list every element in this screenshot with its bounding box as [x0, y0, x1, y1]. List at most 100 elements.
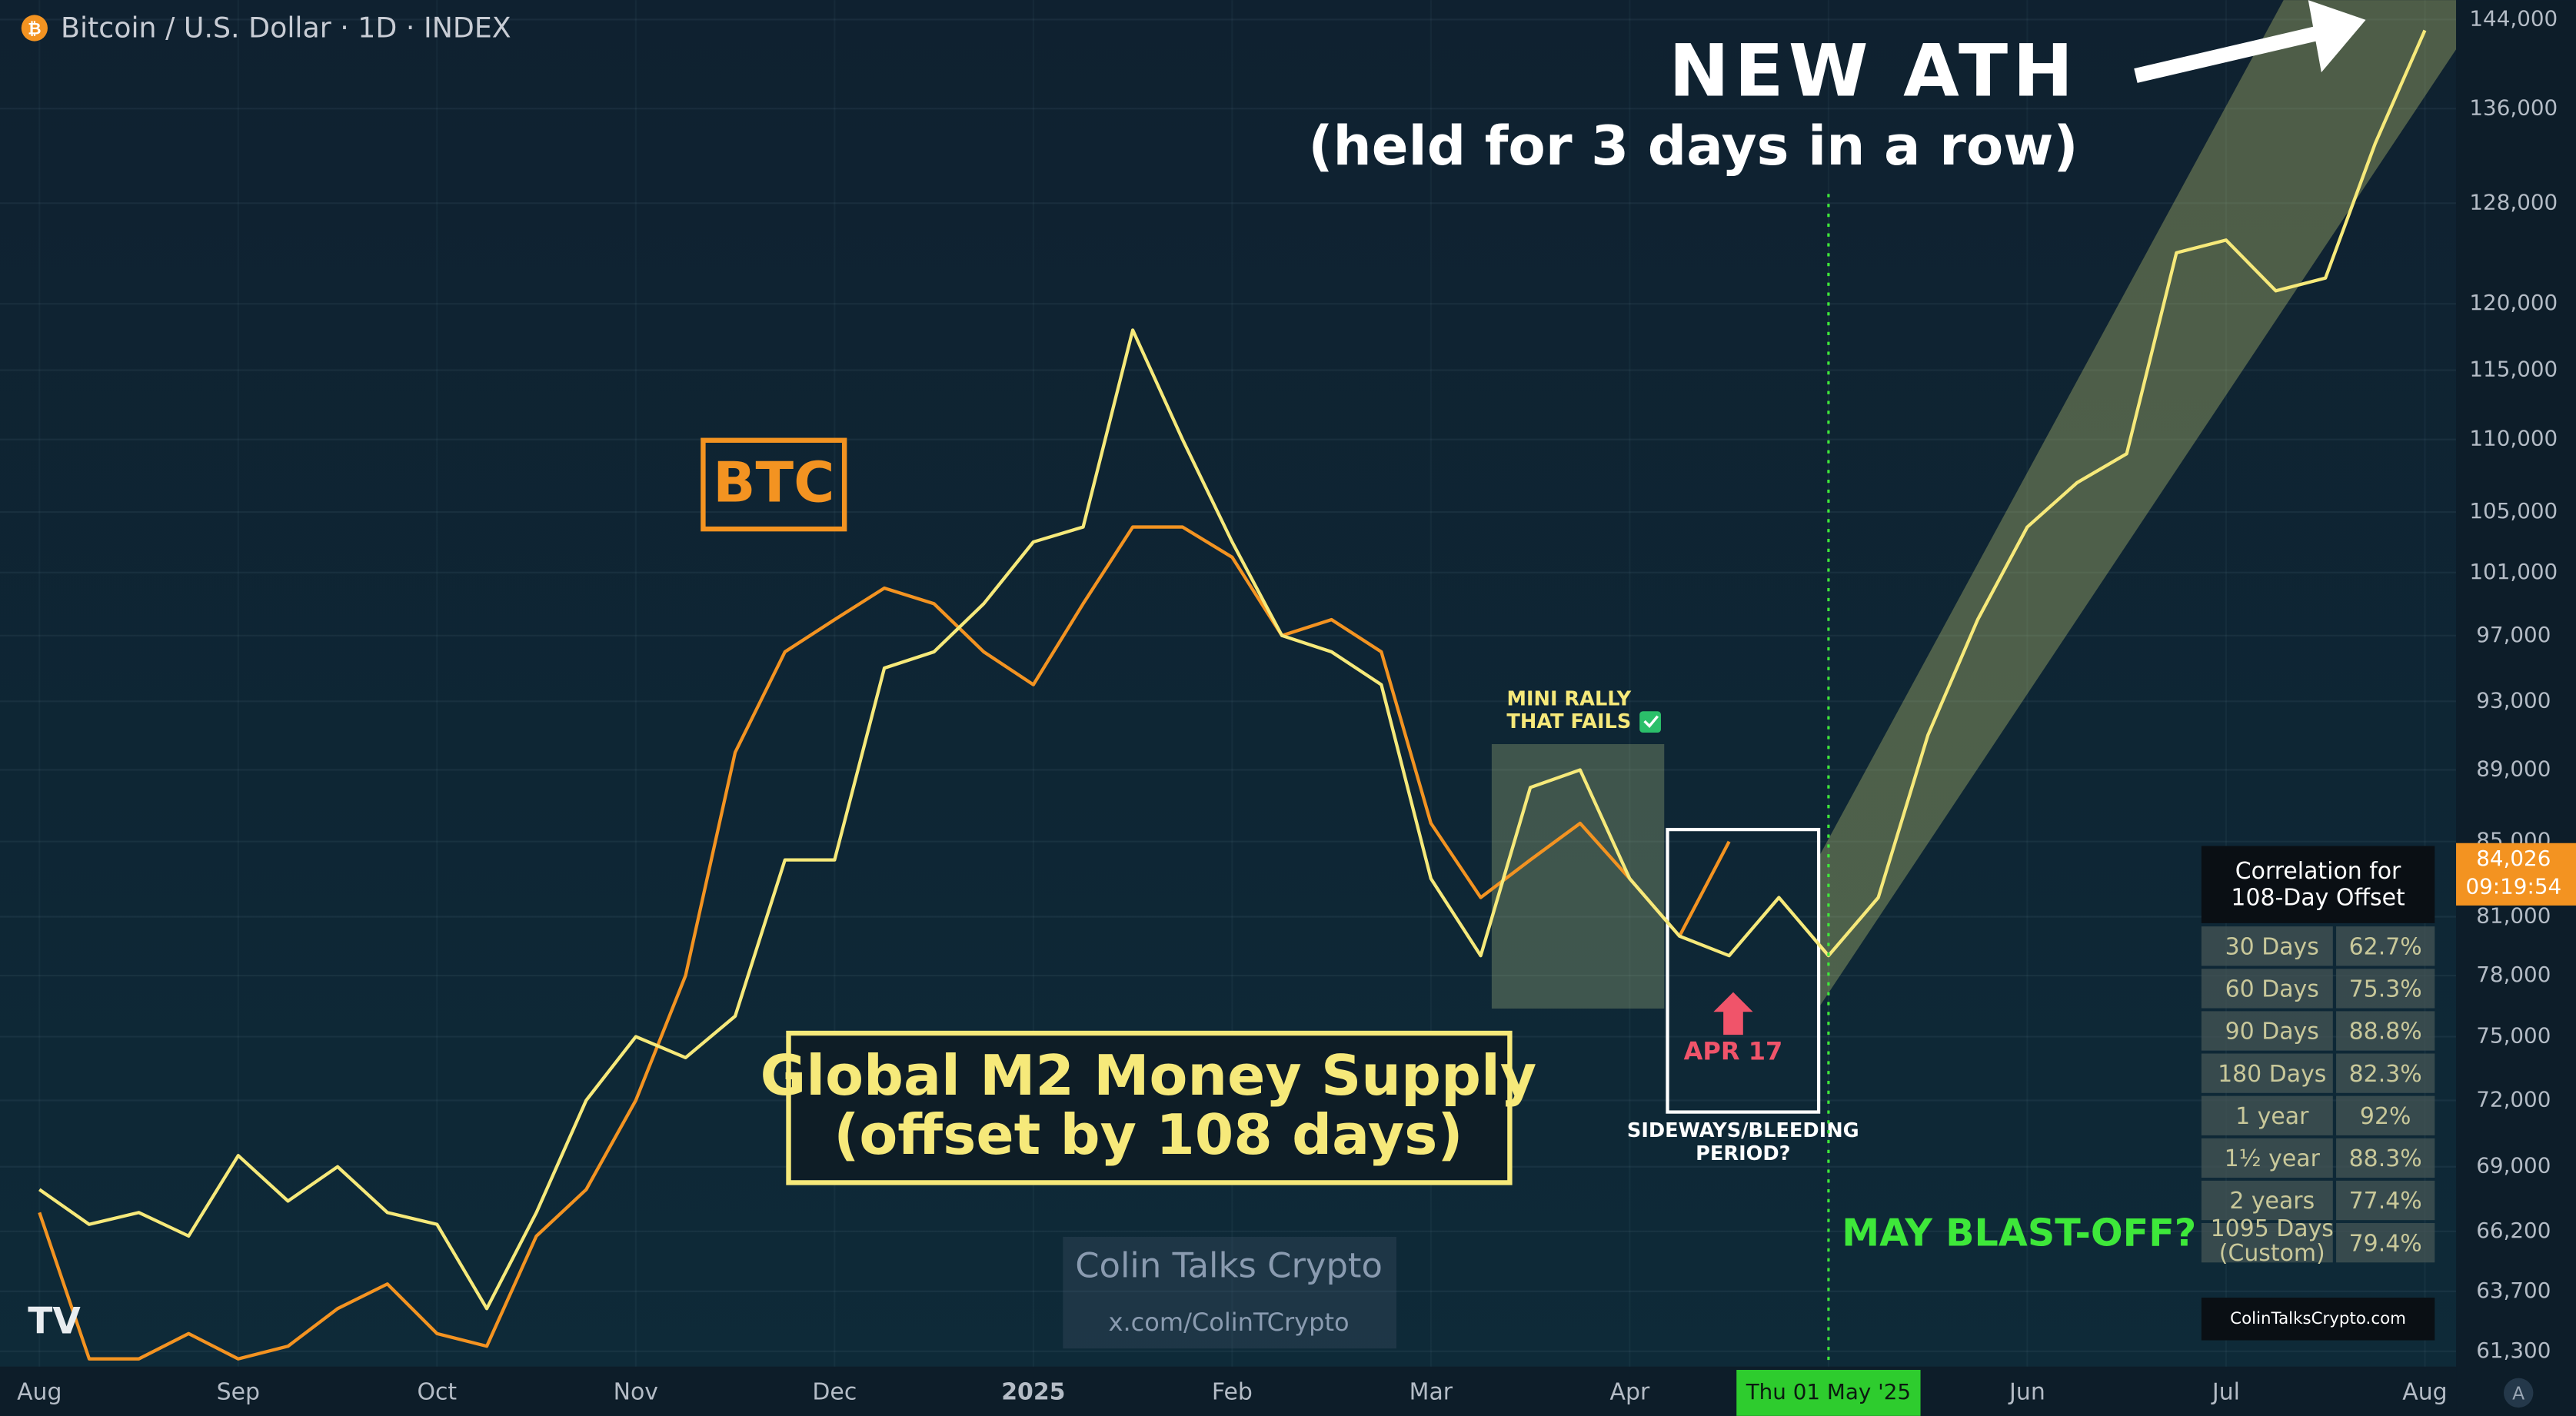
table-cell: [2201, 1011, 2333, 1051]
sideways-box: [1666, 827, 1821, 1114]
y-tick-label: 128,000: [2469, 189, 2558, 214]
y-tick-label: 63,700: [2476, 1278, 2551, 1303]
table-cell: [2336, 1053, 2435, 1093]
countdown: 09:19:54: [2465, 873, 2561, 899]
price-label-box: [2456, 843, 2576, 906]
table-cell: [2201, 1223, 2333, 1263]
y-tick-label: 89,000: [2476, 756, 2551, 781]
table-label: 90 Days: [2225, 1019, 2319, 1045]
sideways-label: PERIOD?: [1696, 1142, 1790, 1165]
chart-title: Bitcoin / U.S. Dollar · 1D · INDEX: [61, 12, 511, 45]
x-tick-label: Aug: [2402, 1378, 2447, 1405]
legend-note: (offset by 108 days): [834, 1103, 1463, 1168]
table-label: (Custom): [2219, 1240, 2325, 1267]
x-tick-label: Aug: [17, 1378, 62, 1405]
btc-icon: [21, 15, 48, 42]
y-tick-label: 110,000: [2469, 426, 2558, 451]
overlay: Global M2 Money Supply(offset by 108 day…: [701, 437, 2435, 1341]
table-title: Correlation for: [2235, 858, 2401, 885]
x-tick-label: Oct: [417, 1378, 457, 1405]
x-tick-label: Jul: [2211, 1378, 2240, 1405]
y-tick-label: 101,000: [2469, 559, 2558, 584]
table-label: 60 Days: [2225, 976, 2319, 1003]
check-icon: [1639, 711, 1661, 733]
y-tick-label: 93,000: [2476, 687, 2551, 713]
y-tick-label: 69,000: [2476, 1153, 2551, 1178]
y-tick-label: 105,000: [2469, 498, 2558, 524]
table-value: 62.7%: [2349, 933, 2422, 960]
price-label: 84,026: [2476, 846, 2551, 871]
table-cell: [2336, 1011, 2435, 1051]
watermark-box: [1063, 1236, 1397, 1349]
x-tick-label: Dec: [812, 1378, 857, 1405]
legend-box: [786, 1030, 1513, 1185]
table-cell: [2201, 1180, 2333, 1221]
x-tick-label: Mar: [1409, 1378, 1453, 1405]
auto-button[interactable]: [2503, 1378, 2534, 1408]
table-label: 2 years: [2229, 1188, 2315, 1215]
legend-label: BTC: [713, 451, 834, 516]
mini-rally-label: MINI RALLY: [1506, 687, 1631, 710]
table-value: 79.4%: [2349, 1230, 2422, 1257]
watermark: x.com/ColinTCrypto: [1109, 1308, 1350, 1337]
table-label: 180 Days: [2218, 1061, 2326, 1088]
table-footer: ColinTalksCrypto.com: [2230, 1309, 2406, 1328]
check-mark: [1643, 715, 1659, 729]
table-cell: [2201, 1053, 2333, 1093]
table-value: 75.3%: [2349, 976, 2422, 1003]
y-tick-label: 72,000: [2476, 1086, 2551, 1112]
table-cell: [2336, 926, 2435, 966]
x-tick-label: Feb: [1212, 1378, 1253, 1405]
table-value: 82.3%: [2349, 1061, 2422, 1088]
channel: [1820, 0, 2457, 1005]
y-tick-label: 136,000: [2469, 95, 2558, 120]
apr17-label: APR 17: [1684, 1037, 1783, 1066]
cursor-date-box: [1736, 1370, 1921, 1416]
y-tick-label: 115,000: [2469, 357, 2558, 382]
table-header-bg: [2201, 846, 2435, 923]
table-title: 108-Day Offset: [2231, 884, 2405, 911]
lines: [38, 29, 2427, 1361]
tv-logo: TV: [28, 1301, 81, 1343]
y-tick-label: 144,000: [2469, 5, 2558, 31]
table-label: 1 year: [2235, 1103, 2309, 1130]
table-value: 88.8%: [2349, 1019, 2422, 1045]
table-label: 1½ year: [2225, 1145, 2321, 1172]
y-tick-label: 97,000: [2476, 622, 2551, 647]
y-tick-label: 81,000: [2476, 902, 2551, 928]
table-cell: [2336, 1223, 2435, 1263]
table-cell: [2201, 926, 2333, 966]
table-value: 77.4%: [2349, 1188, 2422, 1215]
table-cell: [2201, 969, 2333, 1009]
ath-arrowhead: [2308, 0, 2366, 73]
table-cell: [2336, 1095, 2435, 1135]
x-tick-label: Nov: [614, 1378, 658, 1405]
table-value: 92%: [2360, 1103, 2411, 1130]
x-tick-label: Apr: [1610, 1378, 1650, 1405]
y-tick-label: 78,000: [2476, 962, 2551, 987]
table-cell: [2336, 969, 2435, 1009]
x-tick-label: Jun: [2008, 1378, 2045, 1405]
series-line: [38, 29, 2427, 1311]
table-cell: [2201, 1138, 2333, 1178]
x-tick-label: Thu 01 May '25: [1746, 1379, 1911, 1404]
y-tick-label: 66,200: [2476, 1218, 2551, 1243]
y-tick-label: 120,000: [2469, 290, 2558, 315]
table-cell: [2336, 1138, 2435, 1178]
table-cell: [2201, 1095, 2333, 1135]
headline-sub: (held for 3 days in a row): [1308, 115, 2078, 178]
x-tick-label: Sep: [217, 1378, 260, 1405]
legend-box: [701, 437, 847, 532]
y-tick-label: 75,000: [2476, 1023, 2551, 1049]
legend-label: Global M2 Money Supply: [760, 1044, 1537, 1109]
time-axis-panel: [0, 1366, 2457, 1416]
table-label: 1095 Days: [2211, 1215, 2334, 1242]
mini-rally-label: THAT FAILS: [1506, 710, 1631, 733]
ath-arrow: [2134, 22, 2335, 83]
table-cell: [2336, 1180, 2435, 1221]
auto-button-label[interactable]: A: [2512, 1383, 2524, 1404]
btc-icon-glyph: ₿: [28, 20, 41, 39]
table-label: 30 Days: [2225, 933, 2319, 960]
